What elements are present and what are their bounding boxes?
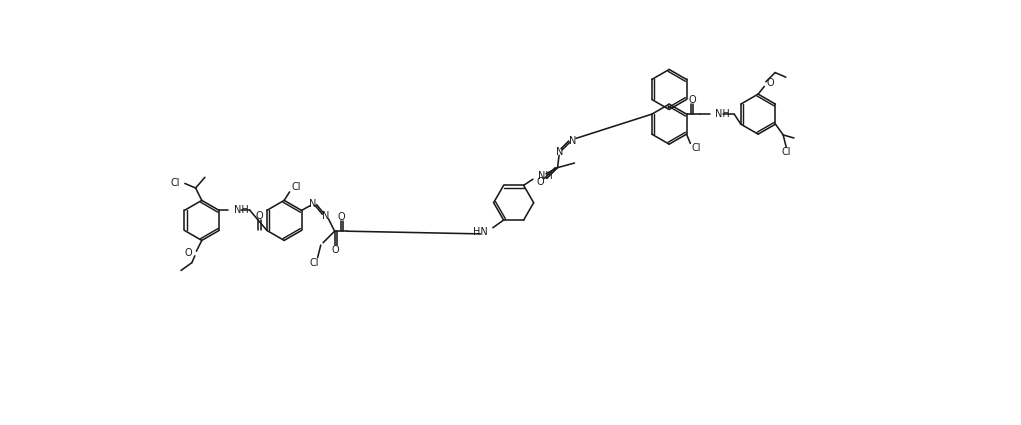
Text: O: O [332, 245, 339, 255]
Text: Cl: Cl [309, 258, 320, 268]
Text: N: N [570, 136, 577, 146]
Text: NH: NH [234, 205, 248, 215]
Text: N: N [556, 147, 564, 157]
Text: O: O [338, 212, 345, 222]
Text: O: O [537, 176, 544, 187]
Text: Cl: Cl [692, 143, 701, 153]
Text: N: N [322, 211, 329, 221]
Text: NH: NH [538, 171, 553, 181]
Text: O: O [767, 78, 774, 88]
Text: O: O [688, 95, 695, 105]
Text: O: O [255, 211, 263, 221]
Text: HN: HN [474, 227, 488, 237]
Text: Cl: Cl [292, 182, 301, 192]
Text: NH: NH [715, 109, 730, 119]
Text: O: O [185, 248, 193, 258]
Text: N: N [308, 199, 315, 209]
Text: Cl: Cl [781, 147, 791, 157]
Text: Cl: Cl [171, 178, 181, 188]
